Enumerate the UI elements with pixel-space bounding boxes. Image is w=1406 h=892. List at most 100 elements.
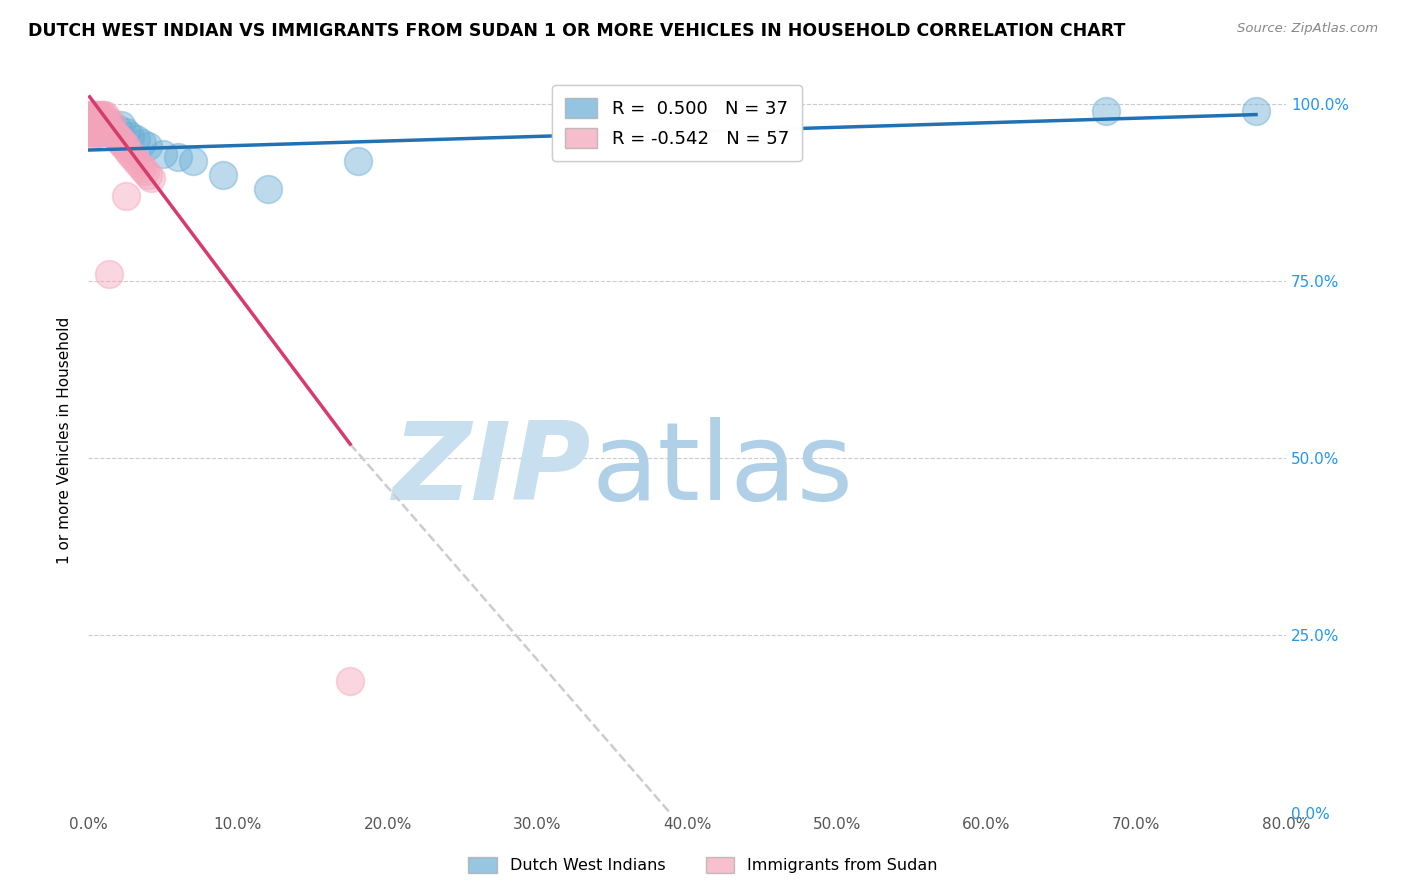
Point xyxy=(82,114,104,128)
Point xyxy=(103,125,125,139)
Point xyxy=(94,125,117,139)
Point xyxy=(91,121,114,136)
Point xyxy=(128,157,150,171)
Point xyxy=(136,168,159,182)
Point xyxy=(87,121,110,136)
Point xyxy=(84,114,107,128)
Legend: Dutch West Indians, Immigrants from Sudan: Dutch West Indians, Immigrants from Suda… xyxy=(463,850,943,880)
Point xyxy=(339,674,361,689)
Point xyxy=(131,161,153,175)
Point xyxy=(100,118,122,132)
Point xyxy=(79,107,101,121)
Point xyxy=(167,150,190,164)
Point xyxy=(346,153,368,168)
Point xyxy=(86,125,108,139)
Point xyxy=(82,114,104,128)
Point xyxy=(83,125,105,139)
Point xyxy=(98,267,121,281)
Point xyxy=(105,128,128,143)
Point xyxy=(107,132,129,146)
Point xyxy=(82,121,104,136)
Point xyxy=(91,118,114,132)
Point xyxy=(111,136,134,150)
Point xyxy=(79,125,101,139)
Point xyxy=(83,107,105,121)
Point xyxy=(93,125,115,139)
Point xyxy=(97,121,120,136)
Point xyxy=(86,107,108,121)
Point xyxy=(107,121,129,136)
Point xyxy=(80,121,103,136)
Point xyxy=(86,125,108,139)
Point xyxy=(83,114,105,128)
Point xyxy=(84,125,107,139)
Point xyxy=(139,171,162,186)
Point xyxy=(115,143,138,157)
Point xyxy=(1244,103,1267,118)
Point xyxy=(125,153,148,168)
Point xyxy=(100,114,122,128)
Point xyxy=(80,107,103,121)
Point xyxy=(112,139,135,153)
Point xyxy=(98,125,121,139)
Point xyxy=(122,150,145,164)
Point xyxy=(110,136,132,150)
Point xyxy=(84,121,107,136)
Point xyxy=(86,114,108,128)
Point xyxy=(89,118,111,132)
Point xyxy=(94,114,117,128)
Point xyxy=(90,118,112,132)
Point xyxy=(120,146,142,161)
Point xyxy=(212,168,235,182)
Point xyxy=(82,121,104,136)
Point xyxy=(90,107,112,121)
Point xyxy=(114,125,136,139)
Point xyxy=(89,118,111,132)
Point xyxy=(94,114,117,128)
Point xyxy=(256,182,278,196)
Point xyxy=(91,107,114,121)
Point xyxy=(152,146,174,161)
Point xyxy=(97,114,120,128)
Y-axis label: 1 or more Vehicles in Household: 1 or more Vehicles in Household xyxy=(58,317,72,564)
Point xyxy=(84,107,107,121)
Point xyxy=(80,111,103,125)
Point xyxy=(93,107,115,121)
Point xyxy=(79,118,101,132)
Point xyxy=(101,125,124,139)
Point xyxy=(110,118,132,132)
Point xyxy=(83,125,105,139)
Point xyxy=(108,132,131,146)
Text: Source: ZipAtlas.com: Source: ZipAtlas.com xyxy=(1237,22,1378,36)
Point xyxy=(181,153,204,168)
Point xyxy=(114,189,136,203)
Point xyxy=(131,136,153,150)
Point xyxy=(79,114,101,128)
Point xyxy=(136,139,159,153)
Point xyxy=(91,118,114,132)
Point xyxy=(87,114,110,128)
Point xyxy=(84,114,107,128)
Text: DUTCH WEST INDIAN VS IMMIGRANTS FROM SUDAN 1 OR MORE VEHICLES IN HOUSEHOLD CORRE: DUTCH WEST INDIAN VS IMMIGRANTS FROM SUD… xyxy=(28,22,1125,40)
Point xyxy=(120,128,142,143)
Point xyxy=(125,132,148,146)
Point xyxy=(86,118,108,132)
Point xyxy=(80,128,103,143)
Point xyxy=(89,107,111,121)
Point xyxy=(87,114,110,128)
Point xyxy=(90,114,112,128)
Point xyxy=(87,107,110,121)
Point xyxy=(134,164,156,178)
Point xyxy=(89,125,111,139)
Point xyxy=(104,128,127,143)
Point xyxy=(80,114,103,128)
Point xyxy=(82,107,104,121)
Point xyxy=(82,128,104,143)
Point xyxy=(103,125,125,139)
Point xyxy=(83,118,105,132)
Point xyxy=(1095,103,1118,118)
Text: atlas: atlas xyxy=(592,417,853,524)
Text: ZIP: ZIP xyxy=(392,417,592,524)
Point xyxy=(93,121,115,136)
Legend: R =  0.500   N = 37, R = -0.542   N = 57: R = 0.500 N = 37, R = -0.542 N = 57 xyxy=(553,85,801,161)
